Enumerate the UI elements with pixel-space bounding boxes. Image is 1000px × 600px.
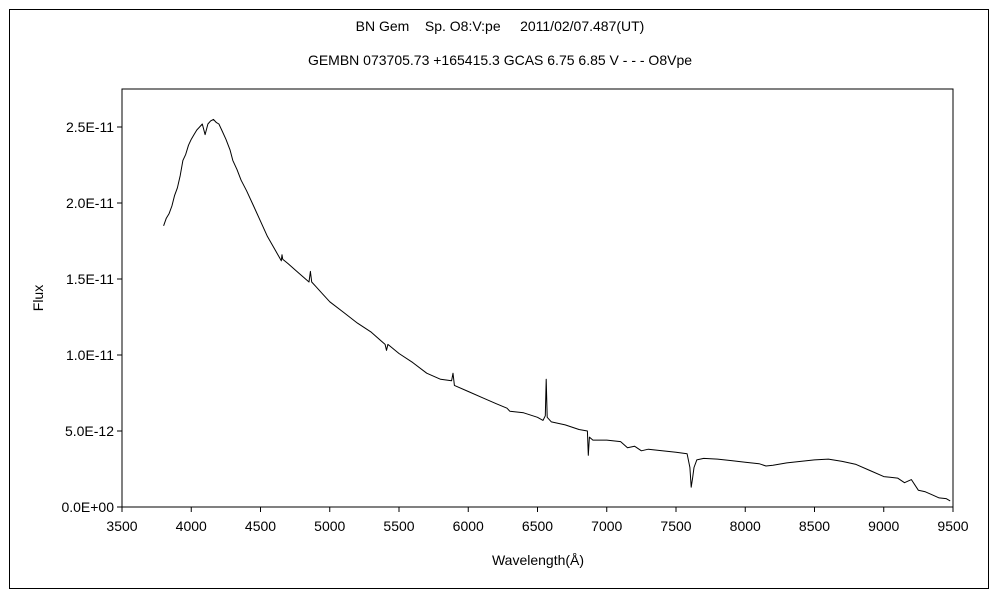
x-axis-ticks: 3500 4000 4500 5000 5500 6000 6500 7000 7500 8000… xyxy=(106,507,969,534)
chart-subtitle: GEMBN 073705.73 +165415.3 GCAS 6.75 6.85… xyxy=(307,52,693,68)
x-tick-label: 9000 xyxy=(868,518,899,534)
x-tick-label: 8000 xyxy=(730,518,761,534)
x-tick-label: 9500 xyxy=(937,518,968,534)
x-tick-label: 5000 xyxy=(314,518,345,534)
x-tick-label: 8500 xyxy=(799,518,830,534)
y-tick-label: 1.0E-11 xyxy=(66,347,114,363)
y-tick-label: 0.0E+00 xyxy=(61,499,114,515)
x-tick-label: 4000 xyxy=(176,518,207,534)
x-tick-label: 6000 xyxy=(453,518,484,534)
plot-area xyxy=(121,88,954,508)
x-tick-label: 7000 xyxy=(591,518,622,534)
y-tick-label: 5.0E-12 xyxy=(65,423,114,439)
x-axis-label: Wavelength(Å) xyxy=(491,552,585,568)
x-tick-label: 5500 xyxy=(383,518,414,534)
x-tick-label: 6500 xyxy=(522,518,553,534)
chart-frame xyxy=(9,9,989,589)
x-tick-label: 7500 xyxy=(660,518,691,534)
x-tick-label: 3500 xyxy=(106,518,137,534)
chart-title: BN Gem Sp. O8:V:pe 2011/02/07.487(UT) xyxy=(355,18,645,34)
x-tick-label: 4500 xyxy=(245,518,276,534)
series-line xyxy=(163,118,951,502)
y-axis-ticks: 0.0E+00 5.0E-12 1.0E-11 1.5E-11 2.0E-11 2.5E-… xyxy=(61,119,122,515)
y-tick-label: 2.0E-11 xyxy=(66,195,114,211)
y-tick-label: 2.5E-11 xyxy=(66,119,114,135)
y-tick-label: 1.5E-11 xyxy=(66,271,114,287)
